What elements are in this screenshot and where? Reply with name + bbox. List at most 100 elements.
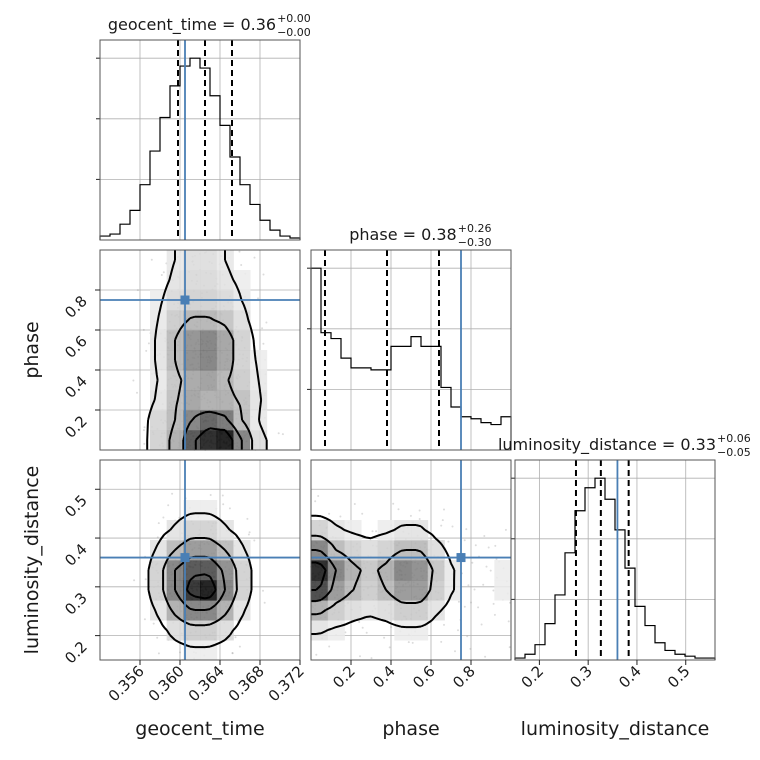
sample-point: [160, 274, 163, 276]
sample-point: [457, 629, 459, 632]
sample-point: [265, 321, 268, 324]
sample-point: [263, 601, 266, 604]
density-cell: [150, 350, 168, 371]
density-cell: [233, 350, 251, 371]
sample-point: [179, 651, 181, 654]
density-cell: [327, 520, 345, 541]
sample-point: [157, 652, 160, 655]
sample-point: [277, 432, 280, 435]
y-tick-label: 0.8: [61, 292, 91, 322]
density-cell: [200, 350, 218, 371]
sample-point: [253, 256, 256, 259]
x-tick-label: 0.360: [145, 662, 188, 705]
sample-point: [142, 429, 145, 432]
sample-point: [392, 502, 395, 505]
frames-layer: [95, 39, 716, 665]
sample-point: [470, 601, 472, 604]
sample-point: [383, 636, 386, 639]
sample-point: [469, 647, 472, 650]
sample-point: [495, 558, 498, 560]
density-cell: [200, 310, 218, 331]
density-cell: [250, 390, 268, 411]
sample-point: [314, 500, 317, 503]
sample-point: [147, 342, 150, 345]
y-tick-label: 0.2: [61, 412, 91, 442]
sample-point: [463, 605, 466, 608]
sample-point: [441, 519, 444, 522]
sample-point: [178, 516, 181, 519]
x-axis-label-geocent_time: geocent_time: [135, 718, 264, 740]
sample-point: [463, 539, 466, 542]
axis-frame: [99, 459, 301, 661]
x-tick-label: 0.4: [615, 662, 645, 692]
sample-point: [156, 536, 159, 539]
sample-point: [339, 515, 342, 518]
density-cell: [427, 600, 445, 621]
title-luminosity_distance: luminosity_distance = 0.33: [498, 435, 716, 455]
density-cell: [183, 250, 201, 271]
density-cell: [216, 390, 234, 411]
sample-point: [152, 622, 155, 625]
density-cell: [344, 600, 362, 621]
density-cell: [233, 370, 251, 391]
density-cell: [216, 310, 234, 331]
histogram-luminosity_distance: [514, 477, 716, 660]
density-cell: [344, 560, 362, 581]
density-cell: [427, 540, 445, 561]
axis-frame: [99, 39, 301, 241]
sample-point: [440, 640, 443, 643]
axis-frame: [310, 459, 512, 661]
density-cell: [411, 580, 429, 601]
density-cell: [216, 600, 234, 621]
sample-point: [167, 504, 170, 507]
sample-point: [494, 544, 497, 547]
sample-point: [390, 626, 393, 629]
sample-point: [143, 442, 146, 445]
sample-point: [238, 250, 241, 253]
y-tick-label: 0.2: [61, 638, 91, 668]
density-cell: [183, 270, 201, 291]
sample-point: [484, 655, 487, 658]
density-cell: [250, 350, 268, 371]
density-cell: [183, 370, 201, 391]
density-cell: [200, 250, 218, 271]
sample-point: [246, 517, 249, 520]
density-cell: [494, 580, 512, 601]
sample-point: [465, 528, 468, 531]
truth-marker: [456, 553, 466, 563]
density-cell: [394, 520, 412, 541]
sample-point: [418, 518, 421, 520]
density-cell: [233, 540, 251, 561]
density-cell: [200, 430, 218, 451]
density-cell: [216, 620, 234, 641]
sample-point: [209, 494, 212, 496]
sample-point: [361, 626, 364, 629]
sample-point: [328, 645, 331, 648]
sample-point: [262, 589, 264, 592]
density-cell: [200, 540, 218, 561]
axis-frame: [99, 249, 301, 451]
sample-point: [234, 636, 237, 639]
y-tick-label: 0.4: [61, 372, 91, 402]
sample-point: [507, 620, 510, 623]
y-axis-label-luminosity_distance: luminosity_distance: [21, 466, 43, 655]
density-cell: [166, 310, 184, 331]
sample-point: [359, 655, 361, 658]
density-cell: [183, 500, 201, 521]
sample-point: [132, 379, 135, 382]
density-cell: [200, 270, 218, 291]
density-cell: [216, 560, 234, 581]
sample-point: [443, 508, 445, 511]
x-tick-label: 0.8: [449, 662, 479, 692]
sample-point: [231, 652, 234, 655]
sample-point: [477, 606, 480, 609]
sample-point: [471, 561, 474, 564]
density-cell: [394, 580, 412, 601]
sample-point: [133, 579, 136, 582]
density-cell: [327, 600, 345, 621]
density-cell: [216, 330, 234, 351]
density-cell: [150, 600, 168, 621]
sample-point: [157, 522, 160, 525]
density-cell: [183, 350, 201, 371]
sample-point: [467, 584, 470, 587]
